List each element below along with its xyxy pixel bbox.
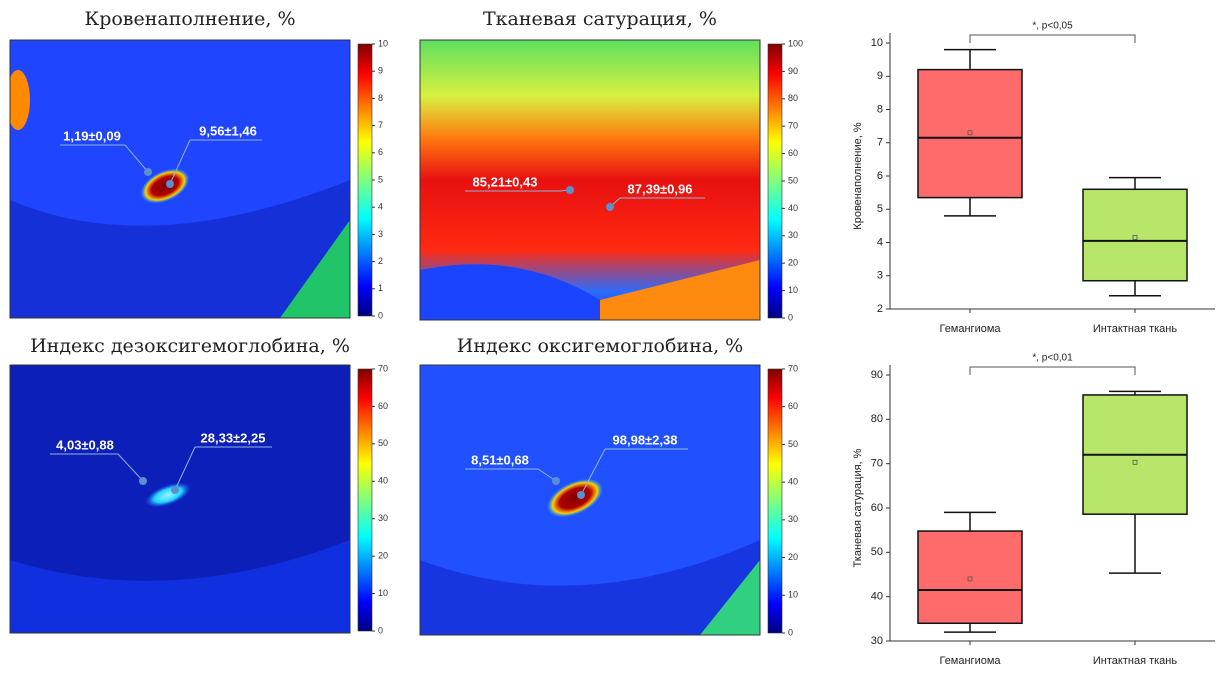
y-tick-label: 10 [871, 37, 883, 49]
roi-point [552, 477, 560, 485]
panel-title: Индекс дезоксигемоглобина, % [30, 335, 350, 357]
y-tick-label: 80 [871, 413, 883, 425]
box [1083, 189, 1187, 280]
colorbar [768, 369, 782, 633]
colorbar-tick-label: 40 [788, 203, 798, 213]
x-tick-label: Гемангиома [939, 323, 1001, 335]
colorbar-tick-label: 50 [788, 175, 798, 185]
colorbar-tick-label: 10 [378, 588, 388, 598]
colorbar-tick-label: 60 [378, 401, 388, 411]
heatmap-image [420, 365, 760, 635]
colorbar-tick-label: 5 [378, 174, 383, 184]
colorbar-tick-label: 9 [378, 66, 383, 76]
roi-label: 85,21±0,43 [473, 174, 538, 189]
y-tick-label: 7 [877, 137, 883, 149]
significance-bracket [970, 35, 1135, 43]
colorbar-tick-label: 0 [788, 627, 793, 637]
colorbar-tick-label: 2 [378, 256, 383, 266]
colorbar-tick-label: 60 [788, 401, 798, 411]
box [918, 70, 1022, 198]
roi-label: 9,56±1,46 [199, 123, 257, 138]
colorbar-tick-label: 70 [378, 363, 388, 373]
y-tick-label: 4 [877, 236, 883, 248]
roi-point [577, 491, 585, 499]
colorbar-tick-label: 10 [788, 590, 798, 600]
x-tick-label: Интактная ткань [1093, 655, 1177, 667]
roi-point [171, 486, 179, 494]
colorbar-tick-label: 0 [378, 625, 383, 635]
colorbar [358, 44, 372, 316]
colorbar-tick-label: 4 [378, 202, 383, 212]
panel-title: Тканевая сатурация, % [483, 8, 717, 30]
y-tick-label: 30 [871, 635, 883, 647]
colorbar-tick-label: 90 [788, 66, 798, 76]
roi-label: 98,98±2,38 [613, 432, 678, 447]
panel-title: Индекс оксигемоглобина, % [457, 335, 743, 357]
y-tick-label: 8 [877, 103, 883, 115]
colorbar-tick-label: 40 [788, 477, 798, 487]
colorbar-tick-label: 1 [378, 283, 383, 293]
significance-label: *, p<0,01 [1032, 353, 1073, 364]
roi-point [144, 168, 152, 176]
colorbar-tick-label: 100 [788, 38, 803, 48]
colorbar-tick-label: 50 [788, 439, 798, 449]
colorbar-tick-label: 20 [788, 258, 798, 268]
figure: Кровенаполнение, % 0 1 2 3 4 5 6 7 8 9 10 1,19±0,09 9… [0, 0, 1219, 673]
y-axis-label: Кровенаполнение, % [852, 122, 864, 230]
colorbar-tick-label: 10 [788, 285, 798, 295]
y-tick-label: 70 [871, 458, 883, 470]
colorbar-tick-label: 8 [378, 93, 383, 103]
panel-title: Кровенаполнение, % [84, 8, 295, 30]
y-tick-label: 9 [877, 70, 883, 82]
y-tick-label: 2 [877, 303, 883, 315]
roi-label: 4,03±0,88 [56, 437, 114, 452]
roi-point [166, 180, 174, 188]
roi-label: 1,19±0,09 [63, 128, 121, 143]
heatmap-image [420, 40, 760, 320]
roi-point [606, 203, 614, 211]
y-tick-label: 50 [871, 546, 883, 558]
y-tick-label: 90 [871, 369, 883, 381]
roi-label: 28,33±2,25 [201, 430, 266, 445]
heatmap-image [6, 40, 350, 318]
roi-label: 8,51±0,68 [471, 452, 529, 467]
colorbar [768, 44, 782, 318]
y-tick-label: 60 [871, 502, 883, 514]
significance-bracket [970, 367, 1135, 375]
heatmap-image [10, 365, 350, 633]
colorbar-tick-label: 3 [378, 229, 383, 239]
colorbar-tick-label: 0 [788, 312, 793, 322]
colorbar-tick-label: 40 [378, 476, 388, 486]
roi-point [566, 186, 574, 194]
y-axis-label: Тканевая сатурация, % [852, 448, 864, 567]
colorbar-tick-label: 7 [378, 120, 383, 130]
roi-label: 87,39±0,96 [628, 181, 693, 196]
colorbar-tick-label: 6 [378, 147, 383, 157]
colorbar-tick-label: 10 [378, 38, 388, 48]
roi-point [139, 477, 147, 485]
colorbar-tick-label: 20 [788, 552, 798, 562]
colorbar-tick-label: 30 [788, 514, 798, 524]
colorbar-tick-label: 0 [378, 310, 383, 320]
colorbar-tick-label: 30 [378, 513, 388, 523]
colorbar-tick-label: 20 [378, 551, 388, 561]
colorbar-tick-label: 70 [788, 121, 798, 131]
colorbar-tick-label: 70 [788, 363, 798, 373]
y-tick-label: 40 [871, 591, 883, 603]
y-tick-label: 6 [877, 170, 883, 182]
colorbar-tick-label: 80 [788, 93, 798, 103]
colorbar-tick-label: 50 [378, 438, 388, 448]
colorbar-tick-label: 30 [788, 230, 798, 240]
x-tick-label: Интактная ткань [1093, 323, 1177, 335]
significance-label: *, p<0,05 [1032, 21, 1073, 32]
colorbar [358, 369, 372, 631]
x-tick-label: Гемангиома [939, 655, 1001, 667]
colorbar-tick-label: 60 [788, 148, 798, 158]
y-tick-label: 5 [877, 203, 883, 215]
y-tick-label: 3 [877, 270, 883, 282]
